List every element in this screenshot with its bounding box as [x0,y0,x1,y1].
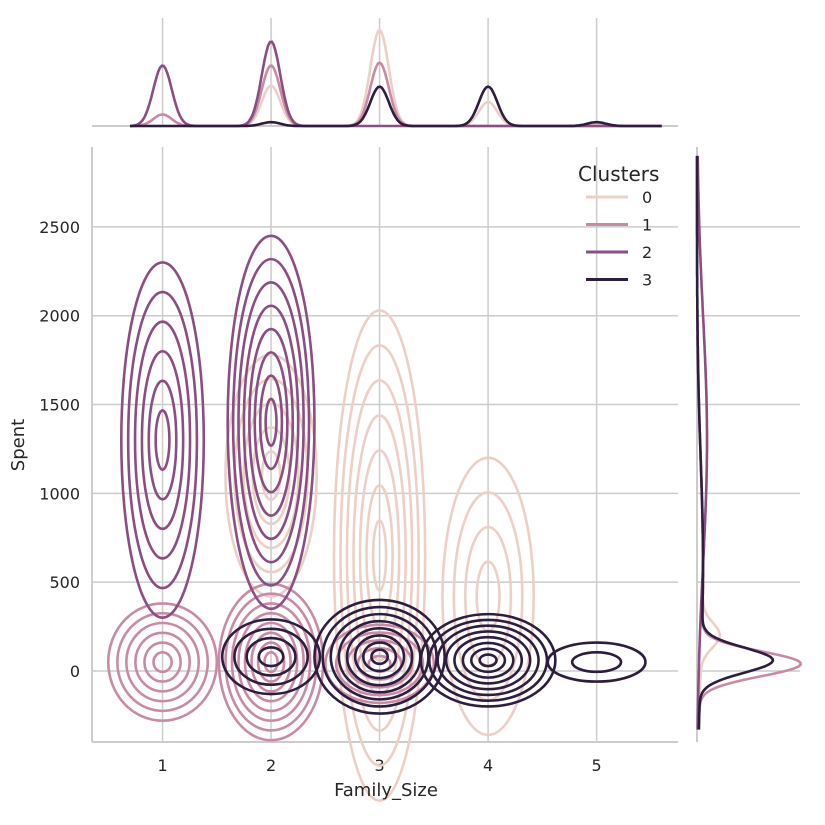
series-0-contour [441,456,535,737]
series-3-contour [257,646,285,668]
main-plot-area: 1 2 3 4 5 0 500 1000 1500 2000 2500 [39,147,678,802]
series-1-contour [116,611,210,713]
y-tick-label: 1000 [39,484,80,503]
series-3-y-marginal [695,155,775,730]
right-marginal-plot [695,147,803,742]
series-3-contour [321,605,438,708]
series-1-contour [334,631,425,697]
series-2-contour [258,374,284,471]
series-2-y-marginal [696,155,709,730]
series-3-x-marginal [130,85,662,128]
series-1-y-marginal [695,155,803,730]
series-3-contour [461,641,515,679]
y-axis-label: Spent [8,419,29,471]
series-3-contour [370,648,390,666]
y-tick-label: 0 [70,662,80,681]
x-tick-label: 5 [592,756,602,775]
series-0-contour [345,379,414,732]
y-tick-label: 2000 [39,307,80,326]
series-3-contour [245,636,297,677]
series-2-contour [248,327,295,517]
x-axis-label: Family_Size [334,780,438,801]
series-0-contour [371,519,388,592]
series-3-contour [570,651,623,674]
series-0-contour [242,401,300,550]
series-1-contour [324,623,436,705]
series-2-contour [147,379,178,501]
series-2-contour [264,397,278,447]
series-3-contour [313,598,446,715]
series-1-contour [263,651,279,674]
x-tick-label: 2 [266,756,276,775]
series-3-contour [453,635,524,685]
series-1-contour [152,651,173,674]
series-0-contours [224,309,535,802]
legend: Clusters 0 1 2 3 [578,162,659,290]
series-1-contour [125,621,201,703]
series-2-contour [237,281,305,564]
series-1-contour [256,641,286,683]
series-1-contour [106,602,219,722]
x-tick-label: 4 [483,756,493,775]
legend-title: Clusters [578,162,659,186]
series-2-contour [253,351,289,494]
series-0-contour [358,449,401,662]
series-1-contour [143,641,182,683]
series-3-contour [469,647,507,674]
legend-entry-label: 1 [642,216,652,235]
series-2-contours [119,234,316,619]
series-1-contour [250,631,292,693]
series-0-contour [224,353,318,598]
series-2-contour [242,304,300,541]
series-2-contour [133,320,192,560]
series-1-contour [224,592,318,732]
series-3-contour [478,653,498,668]
series-1-contour [243,621,299,703]
series-3-contour [436,624,540,697]
series-3-contour [361,641,398,673]
x-tick-label: 1 [157,756,167,775]
series-3-contour [546,641,647,683]
series-2-contour [126,290,199,590]
series-2-contour [231,257,311,587]
legend-entry-label: 0 [642,188,652,207]
top-marginal-plot [92,18,678,128]
series-0-contour [260,450,282,502]
series-0-contour [332,309,427,802]
series-2-contour [226,234,316,611]
series-2-contour [154,409,171,471]
series-1-contour [230,602,312,722]
series-1-contour [237,611,305,713]
y-tick-label: 2500 [39,218,80,237]
series-3-contour [345,627,414,687]
series-3-contour [419,612,557,708]
y-tick-label: 500 [49,573,80,592]
series-3-contour [353,634,406,680]
series-1-contours [106,582,436,742]
series-0-contour [339,344,420,767]
series-2-contour [140,349,185,531]
series-1-contour [134,631,191,693]
legend-entry-label: 2 [642,243,652,262]
series-3-contour [444,630,532,691]
legend-entry-label: 3 [642,271,652,290]
series-2-contour [119,261,206,619]
series-3-contours [220,598,647,715]
y-tick-label: 1500 [39,396,80,415]
series-3-contour [220,618,322,696]
series-3-contour [233,627,309,687]
